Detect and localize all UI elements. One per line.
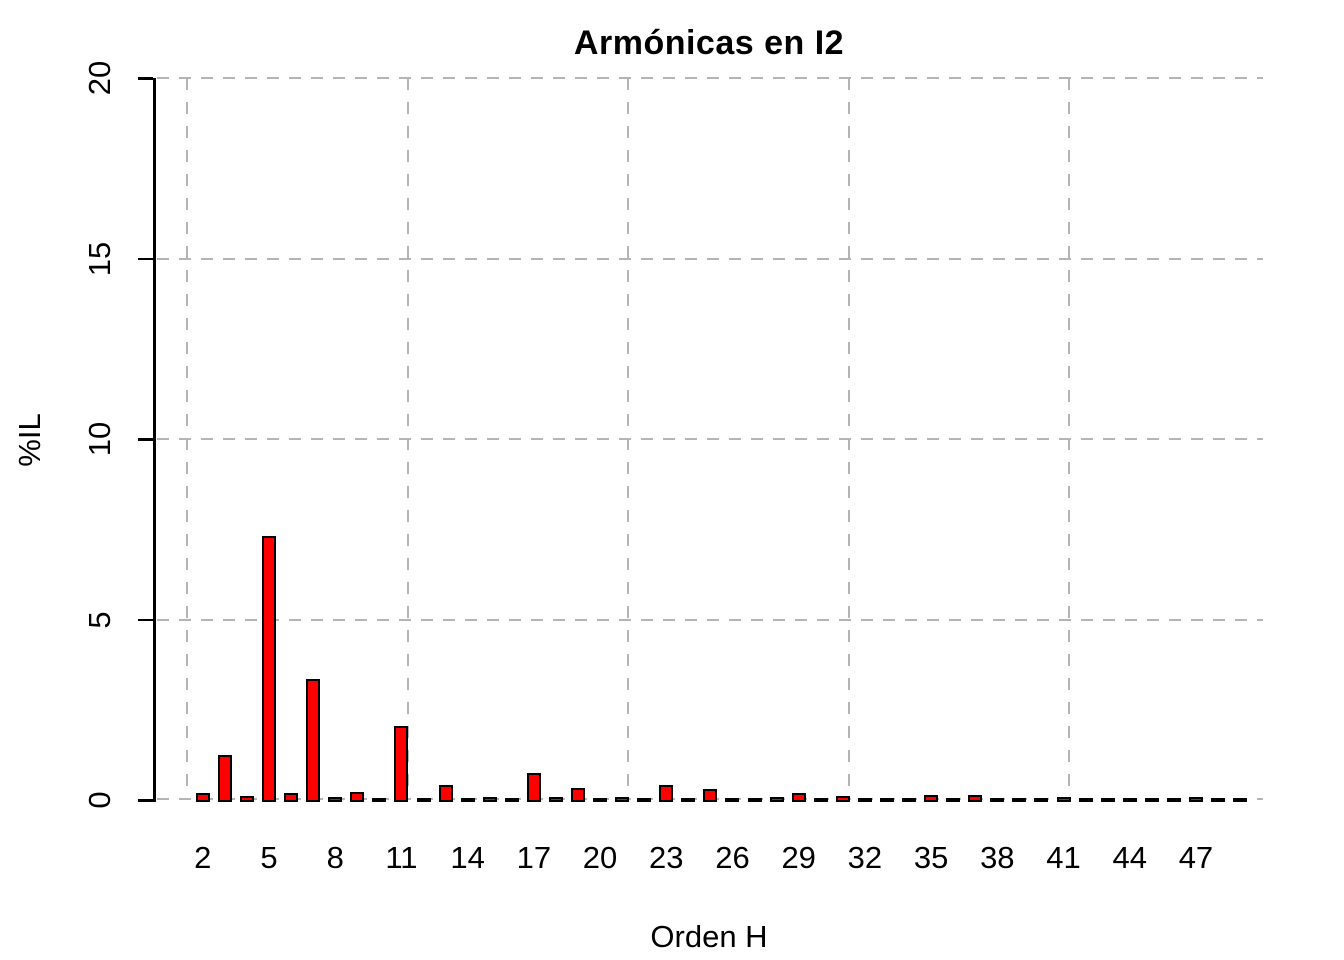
bar-h6 (284, 793, 299, 802)
bar-h12 (416, 797, 431, 802)
bar-h10 (372, 798, 387, 802)
bar-h26 (725, 798, 740, 802)
bar-h19 (570, 788, 585, 802)
bar-h24 (681, 797, 696, 802)
gridline-x-1 (186, 78, 188, 800)
bar-h22 (637, 798, 652, 802)
x-tick-label-23: 23 (649, 840, 684, 875)
y-tick-label-20: 20 (82, 60, 117, 96)
y-tick-10 (138, 438, 153, 441)
bar-h43 (1100, 798, 1115, 802)
bar-h34 (902, 797, 917, 802)
x-axis-title: Orden H (650, 919, 768, 954)
gridline-x-3 (627, 78, 629, 800)
x-tick-label-2: 2 (194, 840, 212, 875)
bar-h11 (394, 726, 409, 802)
bar-h48 (1211, 798, 1226, 802)
bar-h9 (350, 792, 365, 802)
x-tick-label-38: 38 (980, 840, 1015, 875)
bar-h4 (239, 795, 254, 802)
bar-h40 (1034, 798, 1049, 802)
x-tick-label-5: 5 (260, 840, 278, 875)
bar-h36 (946, 798, 961, 802)
bar-h16 (504, 798, 519, 802)
bar-h39 (1012, 798, 1027, 802)
bar-h41 (1056, 797, 1071, 802)
y-tick-15 (138, 257, 153, 260)
bar-h42 (1078, 798, 1093, 802)
x-tick-label-17: 17 (516, 840, 552, 875)
y-tick-20 (138, 77, 153, 80)
gridline-y-5 (157, 618, 1263, 621)
gridline-x-2 (406, 78, 409, 800)
x-tick-label-44: 44 (1112, 840, 1147, 875)
plot-area (154, 77, 1264, 802)
y-tick-label-15: 15 (82, 241, 117, 276)
bar-h7 (306, 678, 321, 802)
bar-h20 (593, 798, 608, 802)
x-tick-label-11: 11 (385, 840, 418, 875)
bar-h13 (438, 784, 453, 802)
x-tick-label-29: 29 (781, 840, 816, 875)
chart-title: Armónicas en I2 (573, 24, 845, 62)
x-tick-label-26: 26 (715, 840, 750, 875)
y-tick-label-0: 0 (82, 791, 117, 809)
bar-h30 (813, 798, 828, 802)
y-tick-0 (138, 799, 153, 802)
bar-h35 (924, 794, 939, 802)
x-tick-label-47: 47 (1178, 840, 1214, 875)
bar-h33 (879, 797, 894, 802)
bar-h29 (791, 792, 806, 802)
bar-h21 (615, 797, 630, 802)
bar-h47 (1188, 797, 1203, 802)
gridline-x-4 (847, 78, 850, 800)
y-axis-title: %IL (12, 413, 47, 467)
gridline-y-20 (157, 77, 1263, 79)
bar-h45 (1144, 798, 1159, 802)
bar-h2 (195, 792, 210, 802)
x-tick-label-32: 32 (847, 840, 883, 875)
bar-h5 (262, 535, 276, 802)
bar-h49 (1233, 798, 1248, 802)
bar-h46 (1166, 798, 1181, 802)
bar-h32 (857, 798, 872, 802)
gridline-x-5 (1068, 78, 1070, 800)
bar-h14 (460, 798, 475, 802)
bar-h28 (769, 797, 784, 802)
y-axis-line (153, 78, 156, 802)
x-tick-label-14: 14 (450, 840, 485, 875)
gridline-y-15 (157, 257, 1263, 260)
bar-h27 (747, 797, 762, 802)
bar-h15 (482, 796, 497, 802)
x-tick-label-41: 41 (1046, 840, 1081, 875)
bar-h23 (659, 784, 674, 802)
bar-h8 (328, 797, 343, 802)
x-tick-label-8: 8 (326, 840, 344, 875)
x-tick-label-35: 35 (913, 840, 949, 875)
bar-h3 (217, 754, 232, 802)
bar-h31 (835, 796, 850, 802)
bar-h17 (526, 772, 541, 802)
bar-h37 (968, 795, 983, 802)
y-tick-label-5: 5 (82, 610, 117, 629)
gridline-y-10 (157, 438, 1263, 440)
y-tick-label-10: 10 (82, 421, 117, 457)
y-tick-5 (138, 618, 153, 621)
bar-h44 (1122, 798, 1137, 802)
bar-h18 (548, 797, 563, 802)
bar-h38 (990, 798, 1005, 802)
bar-h25 (703, 789, 718, 802)
x-tick-label-20: 20 (582, 840, 618, 875)
